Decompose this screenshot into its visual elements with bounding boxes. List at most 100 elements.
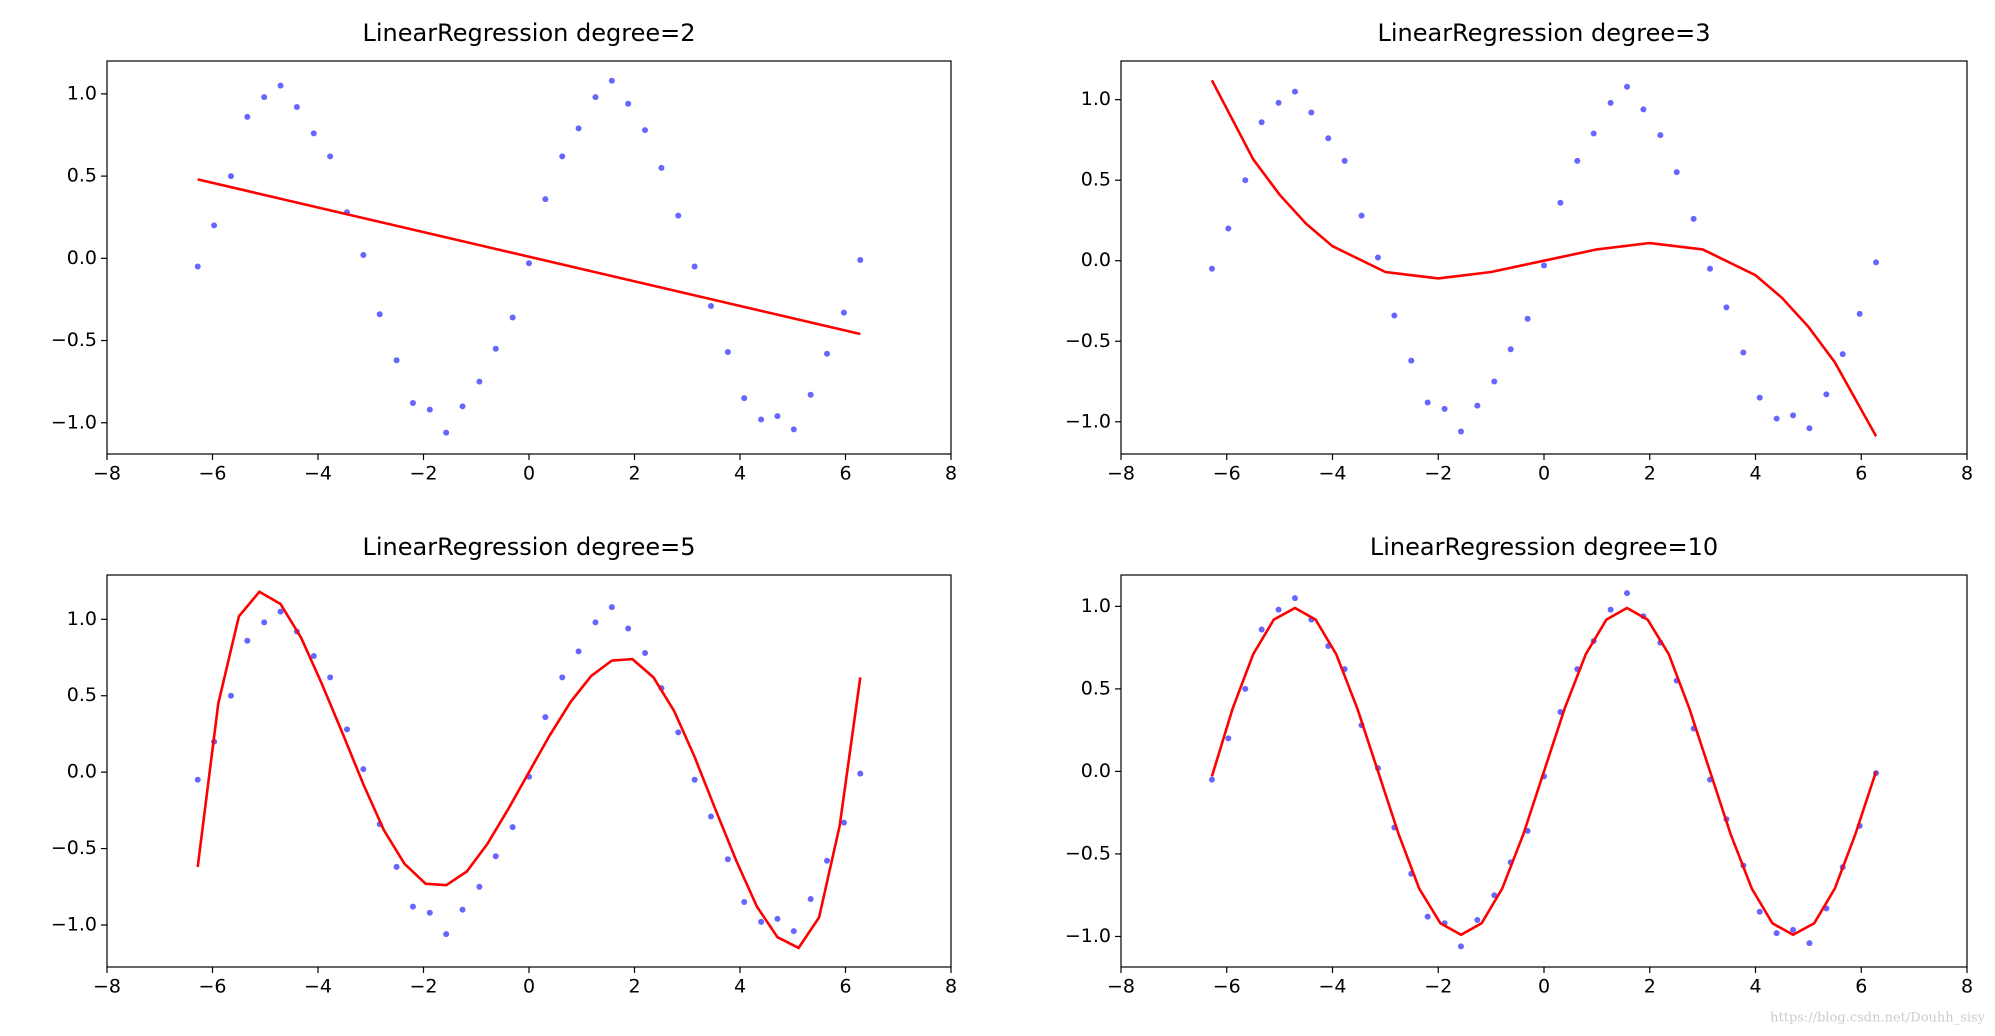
data-point [277,82,284,89]
data-point [1574,157,1581,164]
data-point [741,395,748,402]
data-point [1773,930,1780,937]
x-tick-label: −6 [1213,463,1241,485]
data-point [1474,402,1481,409]
data-point [344,726,351,733]
data-point [376,311,383,318]
y-tick-label: 0.5 [1081,677,1111,699]
y-tick-label: −1.0 [51,913,97,935]
data-point [1624,590,1631,597]
data-point [658,164,665,171]
data-point [592,619,599,626]
data-point [1491,892,1498,899]
x-tick-label: 8 [1961,463,1973,485]
subplot: LinearRegression degree=10 −8 −6 −4 −2 0 2 4 6 8 −… [1065,533,1973,998]
data-point [1590,130,1597,137]
x-tick-label: −6 [198,463,226,485]
data-point [774,413,781,420]
data-point [1225,225,1232,232]
data-point [575,125,582,132]
x-tick-label: 8 [945,463,957,485]
data-point [409,903,416,910]
y-tick-label: 1.0 [1081,595,1111,617]
data-point [1773,415,1780,422]
data-point [1258,119,1265,126]
x-tick-label: −8 [1107,463,1135,485]
data-point [459,906,466,913]
data-point [840,309,847,316]
data-point [642,649,649,656]
data-point [492,853,499,860]
x-tick-label: 6 [1855,976,1867,998]
data-point [625,625,632,632]
data-point [1873,259,1880,266]
data-point [824,857,831,864]
x-tick-label: 0 [523,976,535,998]
x-tick-label: 2 [1644,976,1656,998]
data-point [443,429,450,436]
data-point [758,918,765,925]
subplot-title: LinearRegression degree=5 [363,533,696,561]
data-point [807,895,814,902]
y-tick-label: 0.0 [1081,760,1111,782]
data-point [642,127,649,134]
axes-frame [1120,574,1968,968]
data-point [741,899,748,906]
data-point [1756,908,1763,915]
data-point [1707,265,1714,272]
data-point [559,153,566,160]
x-tick-label: −2 [1424,976,1452,998]
data-point [1806,940,1813,947]
y-tick-label: 0.5 [67,165,97,187]
data-point [327,153,334,160]
data-point [526,260,532,267]
data-point [559,674,566,681]
data-point [1607,99,1614,106]
data-point [1308,109,1315,116]
x-tick-label: 8 [1961,976,1973,998]
data-point [724,349,731,356]
data-point [261,94,268,101]
data-point [509,824,516,831]
data-point [1856,310,1863,317]
x-tick-label: 6 [839,463,851,485]
fit-line [1210,606,1878,937]
x-tick-label: −4 [1318,463,1346,485]
data-point [1242,177,1249,184]
data-point [1391,312,1398,319]
y-tick-label: 1.0 [67,82,97,104]
data-point [426,406,433,413]
data-point [194,776,201,783]
subplot-title: LinearRegression degree=2 [363,19,696,47]
y-tick-label: 0.5 [1081,169,1111,191]
data-point [1225,735,1232,742]
data-point [707,303,714,310]
axes-frame [106,60,952,455]
data-point [476,883,483,890]
axes-frame [1120,60,1968,455]
x-tick-label: −8 [93,976,121,998]
x-tick-label: 6 [839,976,851,998]
x-tick-label: −4 [304,976,332,998]
x-tick-label: 0 [1538,463,1550,485]
data-point [211,222,218,229]
subplot-title: LinearRegression degree=10 [1370,533,1718,561]
x-tick-label: −8 [1107,976,1135,998]
data-point [1374,254,1381,261]
data-point [857,256,864,263]
x-tick-label: 0 [1538,976,1550,998]
data-point [1790,926,1797,933]
y-tick-label: −1.0 [51,411,97,433]
x-tick-label: 4 [734,976,746,998]
data-point [327,674,334,681]
data-point [1208,265,1215,272]
data-point [1541,262,1547,269]
x-tick-label: −2 [409,463,437,485]
data-point [1441,405,1448,412]
data-point [476,378,483,385]
x-tick-label: −4 [304,463,332,485]
x-tick-label: 0 [523,463,535,485]
x-tick-label: 6 [1855,463,1867,485]
data-point [1275,606,1282,613]
